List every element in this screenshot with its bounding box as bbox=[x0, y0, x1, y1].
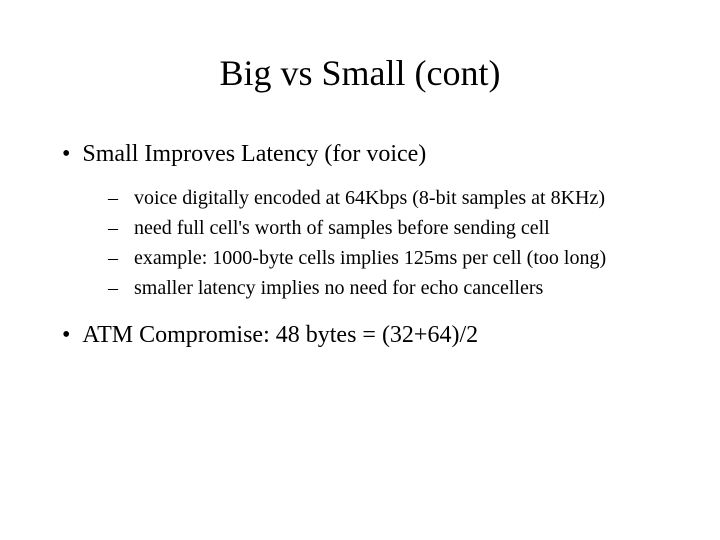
sub-item-0-text: voice digitally encoded at 64Kbps (8-bit… bbox=[134, 183, 605, 213]
bullet-main-1: • ATM Compromise: 48 bytes = (32+64)/2 bbox=[62, 321, 670, 350]
sub-item: – example: 1000-byte cells implies 125ms… bbox=[108, 243, 670, 273]
bullet-dot-icon: • bbox=[62, 321, 70, 350]
bullet-dot-icon: • bbox=[62, 140, 70, 169]
dash-icon: – bbox=[108, 243, 134, 273]
sub-item: – voice digitally encoded at 64Kbps (8-b… bbox=[108, 183, 670, 213]
sub-item: – smaller latency implies no need for ec… bbox=[108, 273, 670, 303]
sub-item-3-text: smaller latency implies no need for echo… bbox=[134, 273, 543, 303]
slide-title: Big vs Small (cont) bbox=[50, 52, 670, 94]
sub-list-0: – voice digitally encoded at 64Kbps (8-b… bbox=[108, 183, 670, 303]
sub-item-1-text: need full cell's worth of samples before… bbox=[134, 213, 550, 243]
dash-icon: – bbox=[108, 183, 134, 213]
bullet-main-1-text: ATM Compromise: 48 bytes = (32+64)/2 bbox=[82, 321, 478, 350]
dash-icon: – bbox=[108, 213, 134, 243]
bullet-main-0: • Small Improves Latency (for voice) bbox=[62, 140, 670, 169]
dash-icon: – bbox=[108, 273, 134, 303]
sub-item: – need full cell's worth of samples befo… bbox=[108, 213, 670, 243]
bullet-main-0-text: Small Improves Latency (for voice) bbox=[82, 140, 426, 169]
sub-item-2-text: example: 1000-byte cells implies 125ms p… bbox=[134, 243, 606, 273]
